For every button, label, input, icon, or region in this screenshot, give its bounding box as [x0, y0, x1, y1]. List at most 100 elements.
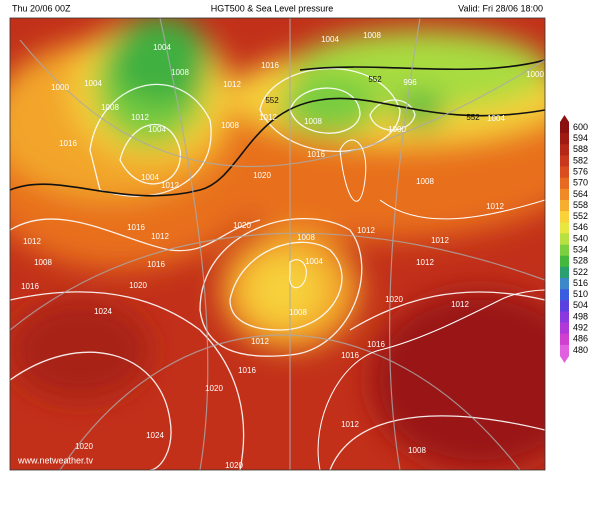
isobar-label: 1012	[151, 232, 169, 241]
isobar-label: 1016	[238, 366, 256, 375]
header-center: HGT500 & Sea Level pressure	[211, 3, 334, 13]
colorbar-tick-label: 492	[573, 323, 588, 333]
colorbar-swatch	[560, 222, 569, 234]
map-frame	[9, 17, 546, 471]
isobar-label: 1012	[251, 337, 269, 346]
isobar-label: 1008	[34, 258, 52, 267]
colorbar-arrow-bottom	[560, 356, 569, 363]
isobar-label: 1016	[21, 282, 39, 291]
isobar-label: 1004	[153, 43, 171, 52]
colorbar-tick-label: 540	[573, 233, 588, 243]
isobar-label: 1020	[75, 442, 93, 451]
colorbar-swatch	[560, 177, 569, 190]
colorbar-swatch	[560, 211, 569, 223]
isobar-label: 1016	[127, 223, 145, 232]
isobar-label: 1020	[233, 221, 251, 230]
colorbar-swatch	[560, 155, 569, 167]
height-label: 552	[265, 96, 279, 105]
colorbar-tick-label: 582	[573, 155, 588, 165]
colorbar-tick-label: 528	[573, 256, 588, 266]
colorbar-tick-label: 588	[573, 144, 588, 154]
colorbar-tick-label: 516	[573, 278, 588, 288]
height-label: 552	[368, 75, 382, 84]
header-left: Thu 20/06 00Z	[12, 3, 71, 13]
colorbar-swatch	[560, 255, 569, 268]
colorbar-tick-label: 498	[573, 311, 588, 321]
colorbar-swatch	[560, 333, 569, 346]
isobar-label: 1004	[321, 35, 339, 44]
watermark: www.netweather.tv	[17, 455, 94, 465]
isobar-label: 1016	[147, 260, 165, 269]
colorbar-swatch	[560, 144, 569, 156]
colorbar-swatch	[560, 344, 569, 357]
isobar-label: 1004	[141, 173, 159, 182]
isobar-label: 1012	[131, 113, 149, 122]
colorbar-swatch	[560, 122, 569, 134]
isobar-label: 1024	[146, 431, 164, 440]
isobar-label: 1000	[526, 70, 544, 79]
isobar-label: 1012	[161, 181, 179, 190]
isobar-label: 1008	[101, 103, 119, 112]
isobar-label: 1000	[51, 83, 69, 92]
isobar-label: 1012	[486, 202, 504, 211]
isobar-label: 996	[403, 78, 417, 87]
isobar-label: 1008	[363, 31, 381, 40]
isobar-label: 1016	[59, 139, 77, 148]
colorbar-tick-label: 552	[573, 211, 588, 221]
isobar-label: 1020	[205, 384, 223, 393]
colorbar-tick-label: 480	[573, 345, 588, 355]
colorbar-swatch	[560, 244, 569, 257]
colorbar-swatch	[560, 166, 569, 179]
isobar-label: 1020	[385, 295, 403, 304]
isobar-label: 1000	[388, 125, 406, 134]
colorbar-swatch	[560, 300, 569, 312]
colorbar-tick-label: 504	[573, 300, 588, 310]
colorbar-tick-label: 546	[573, 222, 588, 232]
colorbar-swatch	[560, 233, 569, 245]
colorbar-swatch	[560, 266, 569, 279]
colorbar-tick-label: 600	[573, 122, 588, 132]
isobar-label: 1020	[253, 171, 271, 180]
isobar-label: 1004	[84, 79, 102, 88]
isobar-label: 1020	[225, 461, 243, 470]
isobar-label: 1008	[297, 233, 315, 242]
colorbar-arrow-top	[560, 115, 569, 122]
isobar-label: 1012	[416, 258, 434, 267]
colorbar-swatch	[560, 311, 569, 323]
colorbar: 6005945885825765705645585525465405345285…	[560, 115, 588, 363]
colorbar-swatch	[560, 188, 569, 201]
isobar-label: 1012	[341, 420, 359, 429]
isobar-label: 1008	[416, 177, 434, 186]
colorbar-tick-label: 570	[573, 178, 588, 188]
colorbar-swatch	[560, 278, 569, 290]
isobar-label: 1012	[259, 113, 277, 122]
isobar-label: 1004	[305, 257, 323, 266]
colorbar-swatch	[560, 289, 569, 301]
colorbar-swatch	[560, 200, 569, 212]
colorbar-tick-label: 558	[573, 200, 588, 210]
colorbar-tick-label: 594	[573, 133, 588, 143]
colorbar-tick-label: 534	[573, 245, 588, 255]
isobar-label: 1004	[487, 114, 505, 123]
isobar-label: 1012	[431, 236, 449, 245]
isobar-label: 1008	[171, 68, 189, 77]
isobar-label: 1004	[148, 125, 166, 134]
height-label: 552	[466, 113, 480, 122]
header-right: Valid: Fri 28/06 18:00	[458, 3, 543, 13]
colorbar-tick-label: 510	[573, 289, 588, 299]
isobar-label: 1016	[261, 61, 279, 70]
isobar-label: 1020	[129, 281, 147, 290]
isobar-label: 1016	[307, 150, 325, 159]
isobar-label: 1012	[223, 80, 241, 89]
isobar-label: 1008	[221, 121, 239, 130]
colorbar-swatch	[560, 133, 569, 145]
isobar-label: 1016	[341, 351, 359, 360]
isobar-label: 1012	[23, 237, 41, 246]
colorbar-tick-label: 522	[573, 267, 588, 277]
isobar-label: 1024	[94, 307, 112, 316]
isobar-label: 1012	[357, 226, 375, 235]
colorbar-tick-label: 564	[573, 189, 588, 199]
isobar-label: 1008	[304, 117, 322, 126]
